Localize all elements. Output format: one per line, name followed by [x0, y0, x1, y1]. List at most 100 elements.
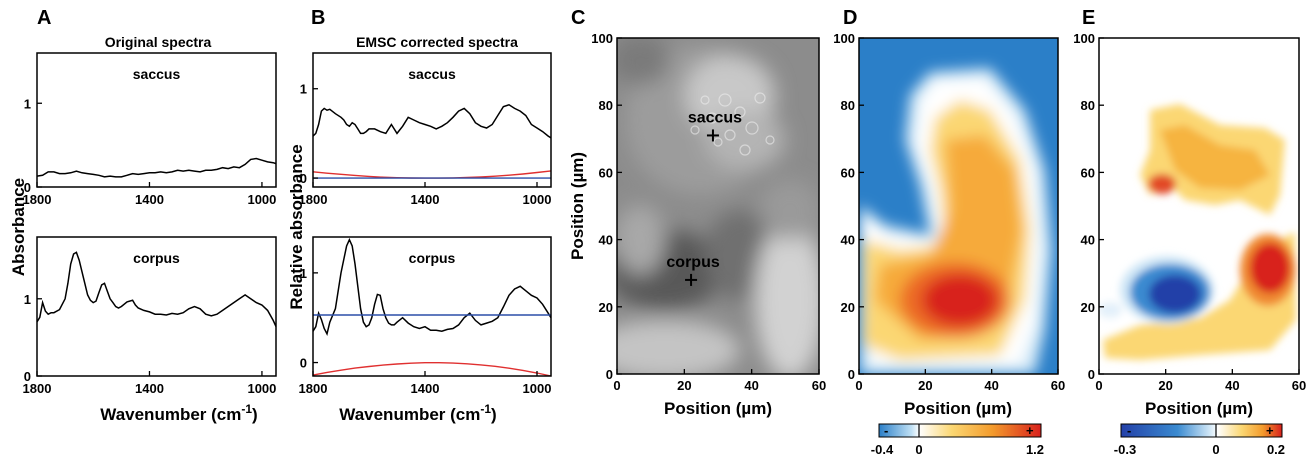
- x-tick-label: 1000: [247, 381, 276, 396]
- x-tick-label: 60: [812, 378, 826, 393]
- panel-b-ylabel: Relative absorbance: [287, 144, 306, 309]
- panel-letter-b: B: [311, 7, 325, 29]
- y-tick-label: 20: [599, 300, 613, 315]
- panel-a-title: Original spectra: [105, 34, 212, 50]
- x-tick-label: 40: [1225, 378, 1239, 393]
- panel-e-xlabel: Position (µm): [1145, 399, 1253, 418]
- panel-c-frame: [616, 37, 820, 375]
- x-tick-label: 1800: [23, 381, 52, 396]
- x-tick-label: 1800: [23, 192, 52, 207]
- panel-d-xlabel: Position (µm): [904, 399, 1012, 418]
- panel-e-heatmap: [1099, 38, 1299, 374]
- y-tick-label: 60: [599, 165, 613, 180]
- x-tick-label: 20: [1158, 378, 1172, 393]
- panel-e-frame: [1098, 37, 1300, 375]
- panel-letter-a: A: [37, 7, 51, 29]
- y-tick-label: 0: [1088, 367, 1095, 382]
- colorbar-e-plus: +: [1266, 423, 1274, 438]
- spectrum-b-saccus-series-black: [312, 103, 552, 139]
- y-tick-label: 80: [599, 98, 613, 113]
- panel-c-markers: saccus corpus: [666, 109, 742, 286]
- colorbar-d-zero-label: 0: [915, 442, 922, 457]
- spectrum-a-saccus-series-black: [36, 157, 277, 178]
- plot-frame-b-saccus: [312, 52, 552, 188]
- y-tick-label: 100: [1073, 31, 1095, 46]
- panel-b-title: EMSC corrected spectra: [356, 34, 518, 50]
- y-tick-label: 80: [1081, 98, 1095, 113]
- x-tick-label: 0: [613, 378, 620, 393]
- subplot-label-a-saccus: saccus: [133, 66, 181, 82]
- marker-label-saccus: saccus: [688, 109, 742, 126]
- y-tick-label: 0: [24, 369, 31, 384]
- y-tick-label: 1: [24, 96, 31, 111]
- x-tick-label: 20: [918, 378, 932, 393]
- y-tick-label: 60: [1081, 165, 1095, 180]
- subplot-label-a-corpus: corpus: [133, 250, 180, 266]
- marker-label-corpus: corpus: [666, 254, 719, 271]
- panel-d-frame: [858, 37, 1059, 375]
- panel-d-heatmap: [859, 38, 1058, 374]
- panel-e-axes: 0 20 40 60 80 100 0 20 40 60: [1073, 31, 1306, 393]
- x-tick-label: 40: [744, 378, 758, 393]
- x-tick-label: 1800: [299, 192, 328, 207]
- panel-d-colorbar: - + -0.4 0 1.2: [871, 423, 1044, 457]
- y-tick-label: 0: [606, 367, 613, 382]
- y-tick-label: 40: [1081, 233, 1095, 248]
- y-tick-label: 100: [833, 31, 855, 46]
- x-tick-label: 60: [1051, 378, 1065, 393]
- x-tick-label: 0: [855, 378, 862, 393]
- colorbar-e-minus: -: [1127, 423, 1131, 438]
- panel-a-saccus-plot: 0 1 1800 1400 1000 saccus: [23, 52, 277, 207]
- y-tick-label: 0: [24, 180, 31, 195]
- x-tick-label: 1000: [247, 192, 276, 207]
- y-tick-label: 20: [841, 300, 855, 315]
- y-tick-label: 20: [1081, 300, 1095, 315]
- spectrum-b-saccus-series-red: [312, 170, 552, 179]
- colorbar-e-min-label: -0.3: [1114, 442, 1136, 457]
- colorbar-e-zero-label: 0: [1212, 442, 1219, 457]
- plot-frame-b-corpus: [312, 236, 552, 377]
- panel-letter-d: D: [843, 7, 857, 29]
- x-tick-label: 1400: [411, 192, 440, 207]
- panel-c-xlabel: Position (µm): [664, 399, 772, 418]
- panel-a-ylabel: Absorbance: [9, 178, 28, 276]
- y-tick-label: 0: [300, 356, 307, 371]
- panel-a-corpus-plot: 0 1 1800 1400 1000 corpus: [23, 236, 277, 396]
- y-tick-label: 100: [591, 31, 613, 46]
- panel-letter-c: C: [571, 7, 585, 29]
- x-tick-label: 1400: [135, 381, 164, 396]
- y-tick-label: 0: [300, 171, 307, 186]
- colorbar-d-plus: +: [1026, 423, 1034, 438]
- y-tick-label: 1: [24, 292, 31, 307]
- panel-e-colorbar: - + -0.3 0 0.2: [1114, 423, 1285, 457]
- spectrum-b-corpus-series-black: [312, 237, 552, 337]
- colorbar-d-min-label: -0.4: [871, 442, 894, 457]
- x-tick-label: 1800: [299, 381, 328, 396]
- x-tick-label: 1400: [411, 381, 440, 396]
- colorbar-d-minus: -: [884, 423, 888, 438]
- x-tick-label: 1000: [523, 381, 552, 396]
- panel-b-corpus-plot: 0 1 1800 1400 1000 corpus: [299, 236, 552, 396]
- panel-c-micrograph: [617, 38, 819, 374]
- y-tick-label: 1: [300, 82, 307, 97]
- y-tick-label: 40: [841, 233, 855, 248]
- subplot-label-b-corpus: corpus: [409, 250, 456, 266]
- x-tick-label: 1000: [523, 192, 552, 207]
- panel-d-axes: 0 20 40 60 80 100 0 20 40 60: [833, 31, 1065, 393]
- plot-frame-a-corpus: [36, 236, 277, 377]
- y-tick-label: 1: [300, 266, 307, 281]
- plot-frame-a-saccus: [36, 52, 277, 188]
- colorbar-e-max-label: 0.2: [1267, 442, 1285, 457]
- spectrum-b-corpus-series-red: [312, 362, 552, 377]
- y-tick-label: 60: [841, 165, 855, 180]
- x-tick-label: 1400: [135, 192, 164, 207]
- panel-b-xlabel: Wavenumber (cm-1): [339, 402, 496, 424]
- panel-a-xlabel: Wavenumber (cm-1): [100, 402, 257, 424]
- x-tick-label: 40: [984, 378, 998, 393]
- y-tick-label: 0: [848, 367, 855, 382]
- colorbar-d-max-label: 1.2: [1026, 442, 1044, 457]
- panel-c-ylabel: Position (µm): [568, 152, 587, 260]
- y-tick-label: 40: [599, 233, 613, 248]
- x-tick-label: 20: [677, 378, 691, 393]
